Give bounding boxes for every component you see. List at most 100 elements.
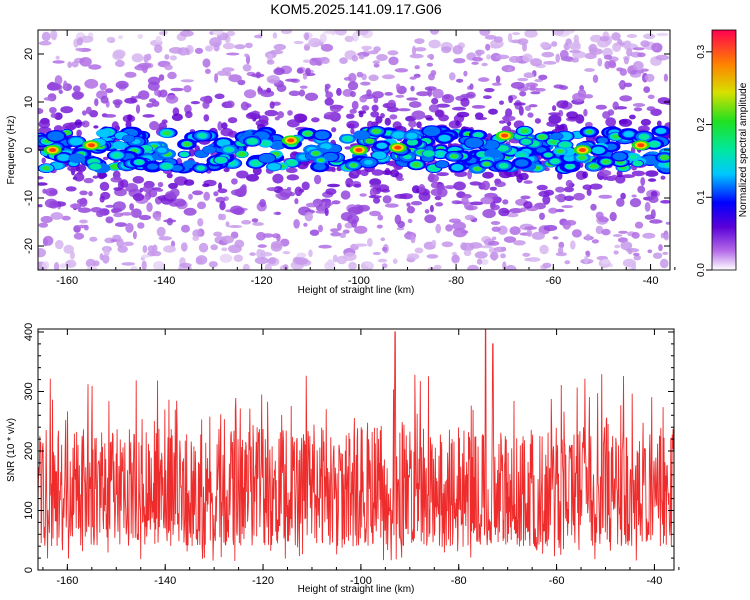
heatmap-cell <box>111 207 123 213</box>
heatmap-cell <box>57 154 70 161</box>
heatmap-cell <box>314 130 330 140</box>
heatmap-cell <box>369 210 381 217</box>
heatmap-cell <box>618 82 625 87</box>
heatmap-cell <box>566 111 578 119</box>
heatmap-cell <box>348 206 361 216</box>
heatmap-cell <box>245 112 258 120</box>
heatmap-cell <box>437 187 448 198</box>
heatmap-cell <box>285 159 297 166</box>
heatmap-cell <box>556 124 565 130</box>
heatmap-cell <box>113 187 123 191</box>
heatmap-cell <box>623 56 630 65</box>
heatmap-cell <box>490 204 500 211</box>
heatmap-cell <box>346 113 355 119</box>
heatmap-cell <box>139 187 144 193</box>
heatmap-cell <box>510 81 525 89</box>
heatmap-cell <box>115 222 127 228</box>
heatmap-cell <box>360 81 371 86</box>
heatmap-cell <box>623 131 634 138</box>
heatmap-cell <box>502 199 509 205</box>
heatmap-cell <box>55 55 60 60</box>
heatmap-cell <box>522 252 531 257</box>
heatmap-cell <box>279 188 293 198</box>
colorbar-label: Normalized spectral amplitude <box>738 82 749 217</box>
heatmap-cell <box>73 172 85 182</box>
heatmap-cell <box>115 80 129 89</box>
heatmap-cell <box>294 198 299 205</box>
heatmap-cell <box>73 85 81 93</box>
y-tick-label: -10 <box>23 190 35 206</box>
heatmap-cell <box>434 195 442 201</box>
heatmap-cell <box>81 120 90 128</box>
heatmap-cell <box>530 58 543 67</box>
heatmap-cell <box>368 50 379 55</box>
heatmap-cell <box>271 241 283 249</box>
heatmap-cell <box>651 42 663 53</box>
heatmap-cell <box>305 67 311 76</box>
heatmap-cell <box>640 68 649 72</box>
heatmap-cell <box>76 129 82 137</box>
heatmap-cell <box>381 74 395 80</box>
heatmap-cell <box>367 237 373 247</box>
heatmap-cell <box>525 105 531 112</box>
heatmap-cell <box>344 146 352 150</box>
heatmap-cell <box>148 98 157 103</box>
heatmap-cell <box>130 265 138 270</box>
y-tick-label: -20 <box>23 238 35 254</box>
heatmap-cell <box>79 190 88 196</box>
heatmap-cell <box>319 33 327 43</box>
heatmap-cell <box>282 251 291 255</box>
x-tick-label: -140 <box>154 575 176 587</box>
heatmap-cell <box>182 141 192 147</box>
heatmap-cell <box>395 83 401 91</box>
heatmap-cell <box>74 119 83 128</box>
heatmap-cell <box>377 258 388 263</box>
heatmap-cell <box>664 162 670 167</box>
heatmap-cell <box>269 49 284 55</box>
heatmap-cell <box>637 125 650 132</box>
heatmap-cell <box>534 118 542 124</box>
heatmap-cell <box>395 94 405 98</box>
heatmap-cell <box>495 75 501 84</box>
heatmap-cell <box>359 95 368 103</box>
x-tick-label: -120 <box>252 575 274 587</box>
heatmap-cell <box>616 197 625 207</box>
heatmap-cell <box>480 196 494 205</box>
heatmap-cell <box>264 263 272 270</box>
heatmap-cell <box>359 193 367 197</box>
heatmap-cell <box>637 185 646 194</box>
heatmap-cell <box>137 222 145 229</box>
colorbar-tick-label: 0.0 <box>696 263 707 277</box>
heatmap-cell <box>406 206 415 214</box>
heatmap-cell <box>250 160 261 167</box>
heatmap-cell <box>555 186 565 193</box>
heatmap-cell <box>122 241 134 246</box>
heatmap-cell <box>331 200 341 205</box>
heatmap-cell <box>332 254 338 263</box>
heatmap-cell <box>266 87 272 93</box>
heatmap-cell <box>463 249 472 257</box>
heatmap-cell <box>424 214 437 224</box>
heatmap-cell <box>179 262 192 268</box>
heatmap-cell <box>642 232 656 239</box>
heatmap-cell <box>550 140 557 144</box>
snr-frame <box>37 328 675 571</box>
heatmap-cell <box>554 195 559 200</box>
heatmap-cell <box>272 32 278 39</box>
heatmap-cell <box>164 54 170 60</box>
heatmap-cell <box>408 101 422 108</box>
heatmap-cell <box>622 258 637 268</box>
heatmap-cell <box>612 134 620 139</box>
heatmap-cell <box>330 231 342 237</box>
heatmap-cell <box>632 47 645 51</box>
snr-series-line <box>38 329 674 562</box>
heatmap-cell <box>376 54 388 61</box>
heatmap-cell <box>158 31 167 36</box>
heatmap-cell <box>228 244 242 254</box>
heatmap-cell <box>472 56 483 62</box>
heatmap-cell <box>476 258 483 265</box>
heatmap-cell <box>426 254 439 259</box>
heatmap-cell <box>38 108 44 115</box>
heatmap-cell <box>194 47 204 55</box>
heatmap-cell <box>520 195 531 200</box>
